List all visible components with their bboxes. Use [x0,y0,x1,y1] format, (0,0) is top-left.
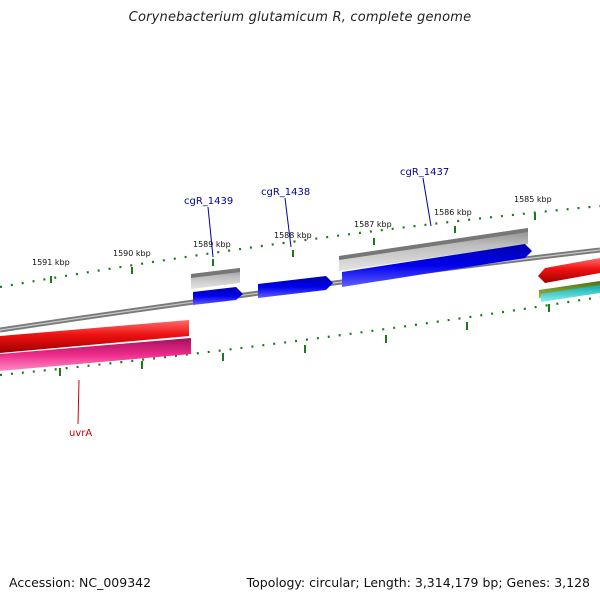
gene-grey-cgR_1439[interactable] [191,268,240,289]
gene-label-cgR_1437: cgR_1437 [400,167,449,178]
leader-cgR_1439 [207,206,214,258]
lower-major-ticks [59,304,550,376]
gene-label-uvrA: uvrA [69,428,92,439]
gene-label-cgR_1438: cgR_1438 [261,187,310,198]
gene-blue-3[interactable] [342,244,532,287]
gene-red-left[interactable] [0,320,189,353]
kbp-label-1586: 1586 kbp [434,208,472,217]
gene-red-right[interactable] [538,258,600,283]
kbp-label-1585: 1585 kbp [514,195,552,204]
leader-uvrA [77,379,80,425]
map-title: Corynebacterium glutamicum R, complete g… [128,10,472,25]
upper-major-ticks [50,213,536,283]
kbp-label-1588: 1588 kbp [274,231,312,240]
kbp-label-1587: 1587 kbp [354,220,392,229]
leader-cgR_1437 [422,177,432,227]
kbp-label-1590: 1590 kbp [113,249,151,258]
gene-grey-cgR_1437[interactable] [339,228,528,271]
kbp-label-1591: 1591 kbp [32,258,70,267]
leader-cgR_1438 [284,197,292,248]
gene-pink-uvrA[interactable] [0,338,191,371]
gene-label-cgR_1439: cgR_1439 [184,196,233,207]
gene-blue-2[interactable] [258,276,333,298]
gene-cyan-right[interactable] [541,285,600,302]
accession-label: Accession: NC_009342 [9,575,152,590]
gene-blue-1[interactable] [193,287,243,305]
genome-summary: Topology: circular; Length: 3,314,179 bp… [246,575,590,590]
